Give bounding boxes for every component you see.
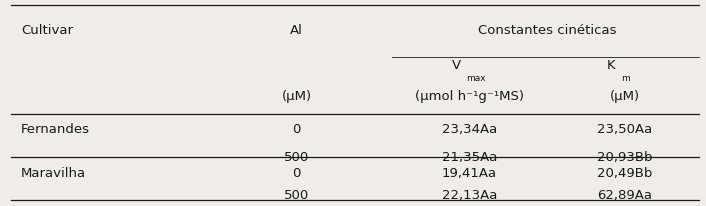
Text: 23,34Aa: 23,34Aa [442, 122, 497, 135]
Text: 23,50Aa: 23,50Aa [597, 122, 652, 135]
Text: 20,93Bb: 20,93Bb [597, 150, 652, 163]
Text: max: max [466, 74, 486, 83]
Text: 22,13Aa: 22,13Aa [442, 188, 497, 201]
Text: Fernandes: Fernandes [21, 122, 90, 135]
Text: (μM): (μM) [282, 89, 311, 102]
Text: 500: 500 [284, 150, 309, 163]
Text: Constantes cinéticas: Constantes cinéticas [478, 23, 616, 36]
Text: 0: 0 [292, 122, 301, 135]
Text: 21,35Aa: 21,35Aa [442, 150, 497, 163]
Text: Cultivar: Cultivar [21, 23, 73, 36]
Text: 20,49Bb: 20,49Bb [597, 167, 652, 179]
Text: K: K [607, 59, 616, 71]
Text: Al: Al [290, 23, 303, 36]
Text: 19,41Aa: 19,41Aa [442, 167, 497, 179]
Text: V: V [452, 59, 461, 71]
Text: Maravilha: Maravilha [21, 167, 86, 179]
Text: (μM): (μM) [610, 89, 640, 102]
Text: 0: 0 [292, 167, 301, 179]
Text: 500: 500 [284, 188, 309, 201]
Text: 62,89Aa: 62,89Aa [597, 188, 652, 201]
Text: m: m [621, 74, 630, 83]
Text: (μmol h⁻¹g⁻¹MS): (μmol h⁻¹g⁻¹MS) [415, 89, 524, 102]
